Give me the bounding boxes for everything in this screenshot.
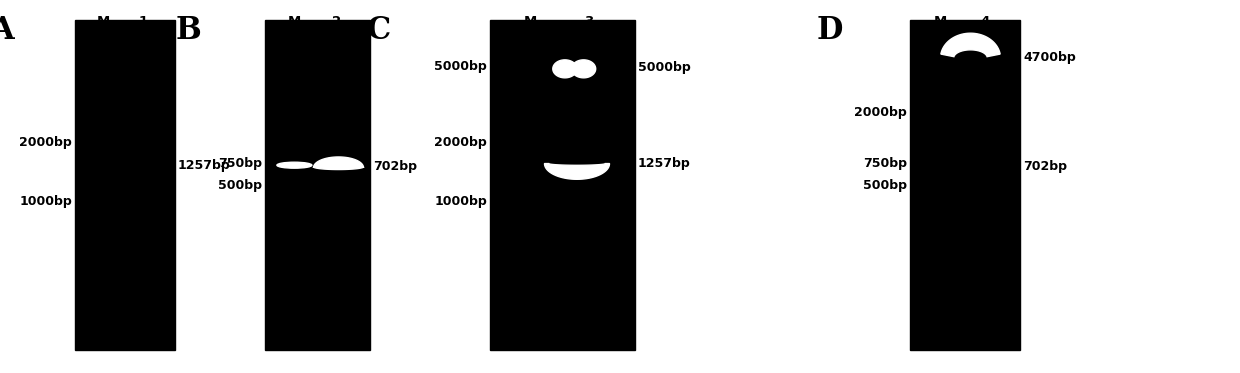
Polygon shape [941, 33, 1001, 57]
Text: 500bp: 500bp [218, 179, 262, 191]
Text: B: B [176, 15, 201, 46]
Text: 750bp: 750bp [218, 157, 262, 170]
Ellipse shape [277, 162, 312, 168]
Bar [910, 20, 1021, 350]
Text: 5000bp: 5000bp [639, 61, 691, 74]
Text: 750bp: 750bp [863, 157, 906, 170]
Text: 4: 4 [980, 15, 990, 28]
Text: 702bp: 702bp [1023, 160, 1066, 173]
Text: 1: 1 [139, 15, 148, 28]
Text: 3: 3 [584, 15, 593, 28]
Text: 1000bp: 1000bp [434, 195, 487, 208]
Polygon shape [314, 157, 363, 170]
Text: 702bp: 702bp [373, 160, 417, 173]
Text: D: D [816, 15, 843, 46]
Text: 4700bp: 4700bp [1023, 51, 1076, 65]
Text: A: A [0, 15, 14, 46]
Bar [265, 20, 370, 350]
Text: 1257bp: 1257bp [179, 159, 231, 172]
Polygon shape [553, 60, 577, 78]
Text: 5000bp: 5000bp [434, 60, 487, 73]
Text: 500bp: 500bp [863, 179, 906, 191]
Text: 2000bp: 2000bp [20, 136, 72, 148]
Text: 1000bp: 1000bp [20, 195, 72, 208]
Text: M: M [934, 15, 947, 28]
Polygon shape [544, 163, 610, 179]
Text: 2: 2 [332, 15, 341, 28]
Text: 2000bp: 2000bp [434, 136, 487, 148]
Bar [490, 20, 635, 350]
Text: M: M [288, 15, 301, 28]
Text: 2000bp: 2000bp [854, 106, 906, 119]
Bar [74, 20, 175, 350]
Text: M: M [97, 15, 109, 28]
Text: C: C [367, 15, 391, 46]
Text: M: M [525, 15, 537, 28]
Polygon shape [572, 60, 595, 78]
Text: 1257bp: 1257bp [639, 157, 691, 170]
